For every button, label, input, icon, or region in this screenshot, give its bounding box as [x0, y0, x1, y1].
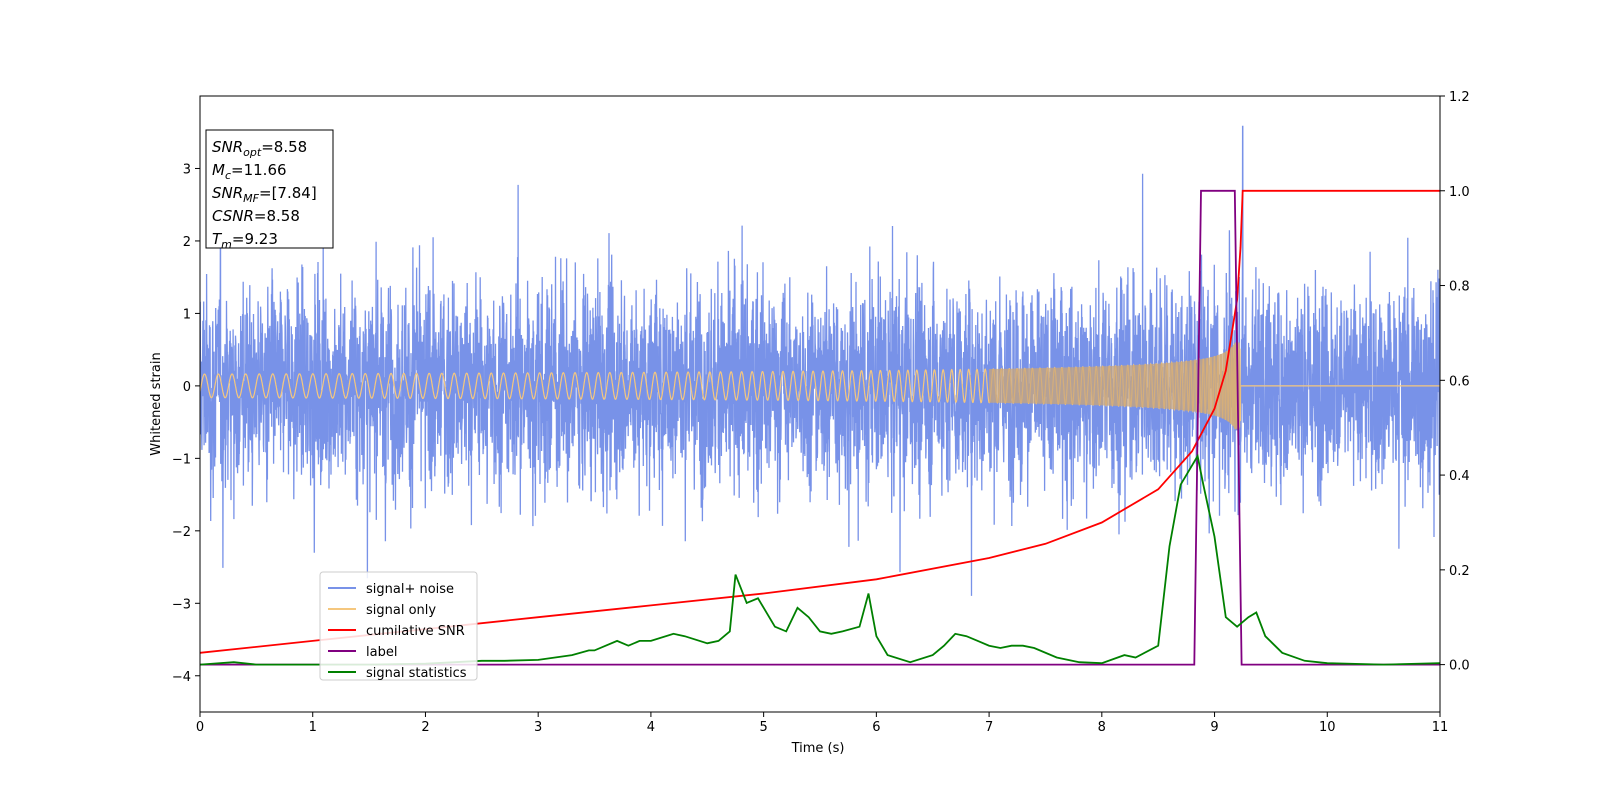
stats-symbol: SNR: [212, 138, 243, 156]
stats-subscript: c: [225, 169, 231, 182]
x-tick-label: 0: [196, 720, 204, 735]
x-tick-label: 8: [1098, 720, 1106, 735]
x-tick-label: 11: [1432, 720, 1449, 735]
x-tick-label: 7: [985, 720, 993, 735]
stats-line: Tm=9.23: [212, 230, 278, 251]
legend-frame: [319, 571, 478, 681]
y-tick-label-right: 0.0: [1449, 659, 1470, 674]
series-cumulative-snr: [200, 189, 1440, 654]
series-signal-statistics: [200, 453, 1440, 666]
x-tick-label: 1: [309, 720, 317, 735]
legend: signal+ noise signal only cumilative SNR la…: [319, 571, 478, 681]
y-axis-title: Whitened strain: [149, 352, 164, 455]
y-tick-label-left: −3: [172, 597, 191, 612]
legend-label: label: [366, 645, 397, 660]
x-tick-label: 3: [534, 720, 542, 735]
y-tick-label-left: −2: [172, 525, 191, 540]
x-tick-label: 9: [1210, 720, 1218, 735]
stats-symbol: T: [212, 230, 223, 248]
legend-label: signal statistics: [366, 666, 467, 681]
x-tick-label: 2: [421, 720, 429, 735]
x-tick-label: 5: [759, 720, 767, 735]
x-tick-label: 4: [647, 720, 655, 735]
x-axis-title: Time (s): [791, 741, 845, 756]
series-layer: [200, 125, 1440, 666]
stats-box: SNRopt=8.58Mc=11.66SNRMF=[7.84]CSNR=8.58…: [205, 129, 334, 251]
y-tick-label-left: −1: [172, 452, 191, 467]
stats-symbol: CSNR: [212, 207, 254, 225]
plot-frame: [199, 95, 1441, 713]
y-tick-label-left: 1: [183, 307, 191, 322]
stats-value: =8.58: [254, 207, 300, 225]
stats-value: =8.58: [261, 138, 307, 156]
stats-subscript: m: [221, 238, 232, 251]
y-tick-label-left: 2: [183, 235, 191, 250]
y-tick-label-left: 0: [183, 380, 191, 395]
signal-only-envelope: [989, 342, 1241, 430]
series-label: [200, 189, 1440, 666]
stats-symbol: SNR: [212, 184, 243, 202]
y-tick-label-right: 1.0: [1449, 185, 1470, 200]
legend-label: signal+ noise: [366, 582, 454, 597]
stats-box-frame: [205, 129, 334, 249]
stats-line: CSNR=8.58: [212, 207, 300, 225]
stats-subscript: MF: [243, 192, 259, 205]
y-tick-label-right: 0.6: [1449, 374, 1470, 389]
y-tick-label-left: −4: [172, 670, 191, 685]
y-tick-label-right: 0.4: [1449, 469, 1470, 484]
y-tick-label-right: 0.2: [1449, 564, 1470, 579]
stats-value: =[7.84]: [259, 184, 317, 202]
series-signal-noise: [200, 125, 1440, 596]
y-tick-label-left: 3: [183, 162, 191, 177]
y-tick-label-right: 1.2: [1449, 90, 1470, 105]
legend-label: cumilative SNR: [366, 624, 465, 639]
x-tick-label: 6: [872, 720, 880, 735]
stats-value: =11.66: [231, 161, 287, 179]
stats-subscript: opt: [243, 146, 262, 159]
stats-symbol: M: [212, 161, 225, 179]
legend-label: signal only: [366, 603, 436, 618]
stats-line: Mc=11.66: [212, 161, 287, 182]
ticks-layer: 0 1 2 3 4 5 6 7 8 9 10 11 −4 −3 −2 −1 0 1 2 3 0.0 0.2 0.4 0.6 0.…: [172, 90, 1470, 735]
y-tick-label-right: 0.8: [1449, 280, 1470, 295]
stats-line: SNRMF=[7.84]: [212, 184, 317, 205]
stats-value: =9.23: [232, 230, 278, 248]
stats-line: SNRopt=8.58: [212, 138, 307, 159]
x-tick-label: 10: [1319, 720, 1336, 735]
